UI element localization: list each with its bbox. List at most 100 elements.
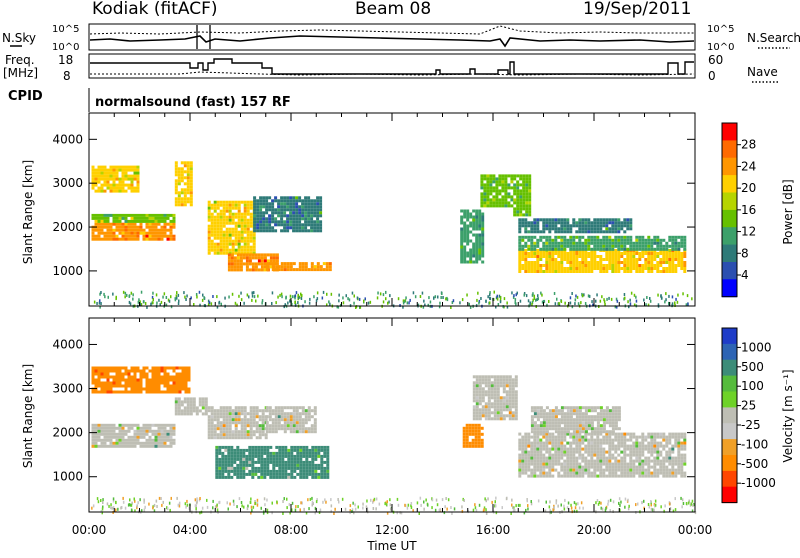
- velocity-region-4-cell: [266, 452, 269, 455]
- velocity-region-1-cell: [167, 379, 170, 382]
- velocity-region-9-cell: [540, 427, 543, 430]
- power-region-9-cell: [489, 183, 492, 186]
- power-region-2-cell: [134, 190, 137, 193]
- velocity-region-8-cell: [656, 463, 659, 466]
- velocity-region-4-cell: [323, 467, 326, 470]
- velocity-region-0-cell: [98, 424, 101, 427]
- velocity-region-4-cell: [251, 446, 254, 449]
- velocity-region-1-cell: [116, 376, 119, 379]
- power-region-0-cell: [113, 238, 116, 241]
- velocity-region-8-cell: [521, 466, 524, 469]
- velocity-region-8-cell: [536, 451, 539, 454]
- velocity-region-3-cell: [244, 412, 247, 415]
- power-region-7-cell: [290, 268, 293, 271]
- velocity-region-0-cell: [158, 439, 161, 442]
- velocity-region-1-cell: [92, 382, 95, 385]
- power-scatter-point: [203, 296, 205, 299]
- velocity-region-4-cell: [272, 476, 275, 479]
- power-region-4-cell: [253, 246, 256, 249]
- velocity-region-9-cell: [567, 424, 570, 427]
- power-region-5-cell: [240, 256, 243, 259]
- power-region-6-cell: [283, 214, 286, 217]
- power-region-13-cell: [516, 213, 519, 216]
- power-region-11-cell: [578, 245, 581, 248]
- power-region-10-cell: [587, 261, 590, 264]
- power-region-8-cell: [472, 249, 475, 252]
- power-region-4-cell: [247, 249, 250, 252]
- velocity-region-8-cell: [671, 460, 674, 463]
- velocity-region-8-cell: [626, 466, 629, 469]
- velocity-region-0-cell: [107, 433, 110, 436]
- velocity-region-4-cell: [236, 464, 239, 467]
- velocity-region-4-cell: [317, 446, 320, 449]
- power-region-6-cell: [319, 208, 322, 211]
- velocity-region-1-cell: [125, 382, 128, 385]
- velocity-region-8-cell: [671, 448, 674, 451]
- power-ytick-label: 3000: [52, 176, 83, 190]
- power-region-11-cell: [584, 248, 587, 251]
- power-region-11-cell: [560, 236, 563, 239]
- velocity-region-1-cell: [131, 391, 134, 394]
- velocity-region-4-cell: [317, 464, 320, 467]
- power-region-3-cell: [184, 161, 187, 164]
- velocity-region-8-cell: [614, 472, 617, 475]
- velocity-region-8-cell: [572, 436, 575, 439]
- power-region-10-cell: [611, 255, 614, 258]
- velocity-region-0-cell: [137, 436, 140, 439]
- velocity-region-8-cell: [656, 457, 659, 460]
- velocity-region-4-cell: [275, 476, 278, 479]
- power-region-7-cell: [278, 268, 281, 271]
- power-region-10-cell: [677, 261, 680, 264]
- velocity-region-8-cell: [566, 460, 569, 463]
- power-region-12-cell: [578, 230, 581, 233]
- power-scatter-point: [408, 301, 410, 304]
- power-scatter-point: [131, 292, 133, 295]
- velocity-region-8-cell: [545, 445, 548, 448]
- velocity-region-8-cell: [596, 454, 599, 457]
- velocity-region-5-cell: [305, 418, 308, 421]
- velocity-region-7-cell: [509, 378, 512, 381]
- velocity-region-4-cell: [302, 446, 305, 449]
- power-region-12-cell: [563, 230, 566, 233]
- power-region-4-cell: [214, 201, 217, 204]
- velocity-region-8-cell: [677, 460, 680, 463]
- velocity-region-8-cell: [539, 451, 542, 454]
- velocity-region-7-cell: [473, 399, 476, 402]
- power-region-2-cell: [98, 166, 101, 169]
- velocity-region-7-cell: [494, 399, 497, 402]
- power-region-6-cell: [298, 223, 301, 226]
- power-region-11-cell: [635, 239, 638, 242]
- power-region-10-cell: [668, 258, 671, 261]
- power-region-4-cell: [208, 201, 211, 204]
- velocity-region-4-cell: [284, 446, 287, 449]
- power-region-2-cell: [107, 175, 110, 178]
- power-region-5-cell: [234, 262, 237, 265]
- power-region-2-cell: [110, 190, 113, 193]
- velocity-region-0-cell: [146, 424, 149, 427]
- power-region-6-cell: [310, 205, 313, 208]
- power-region-12-cell: [614, 221, 617, 224]
- velocity-region-4-cell: [260, 458, 263, 461]
- power-region-1-cell: [116, 214, 119, 217]
- power-region-10-cell: [623, 258, 626, 261]
- power-region-0-cell: [164, 235, 167, 238]
- velocity-region-8-cell: [605, 457, 608, 460]
- velocity-region-8-cell: [530, 454, 533, 457]
- power-region-2-cell: [98, 187, 101, 190]
- power-region-6-cell: [280, 223, 283, 226]
- power-region-10-cell: [563, 267, 566, 270]
- power-region-0-cell: [116, 235, 119, 238]
- power-region-9-cell: [501, 174, 504, 177]
- power-region-10-cell: [653, 258, 656, 261]
- velocity-region-8-cell: [599, 451, 602, 454]
- power-scatter-point: [317, 291, 319, 294]
- power-scatter-point: [534, 297, 536, 300]
- power-scatter-point: [238, 295, 240, 298]
- velocity-region-8-cell: [560, 469, 563, 472]
- velocity-region-8-cell: [653, 451, 656, 454]
- power-region-6-cell: [298, 199, 301, 202]
- power-region-4-cell: [238, 222, 241, 225]
- power-region-10-cell: [560, 258, 563, 261]
- power-region-9-cell: [489, 192, 492, 195]
- power-region-12-cell: [530, 227, 533, 230]
